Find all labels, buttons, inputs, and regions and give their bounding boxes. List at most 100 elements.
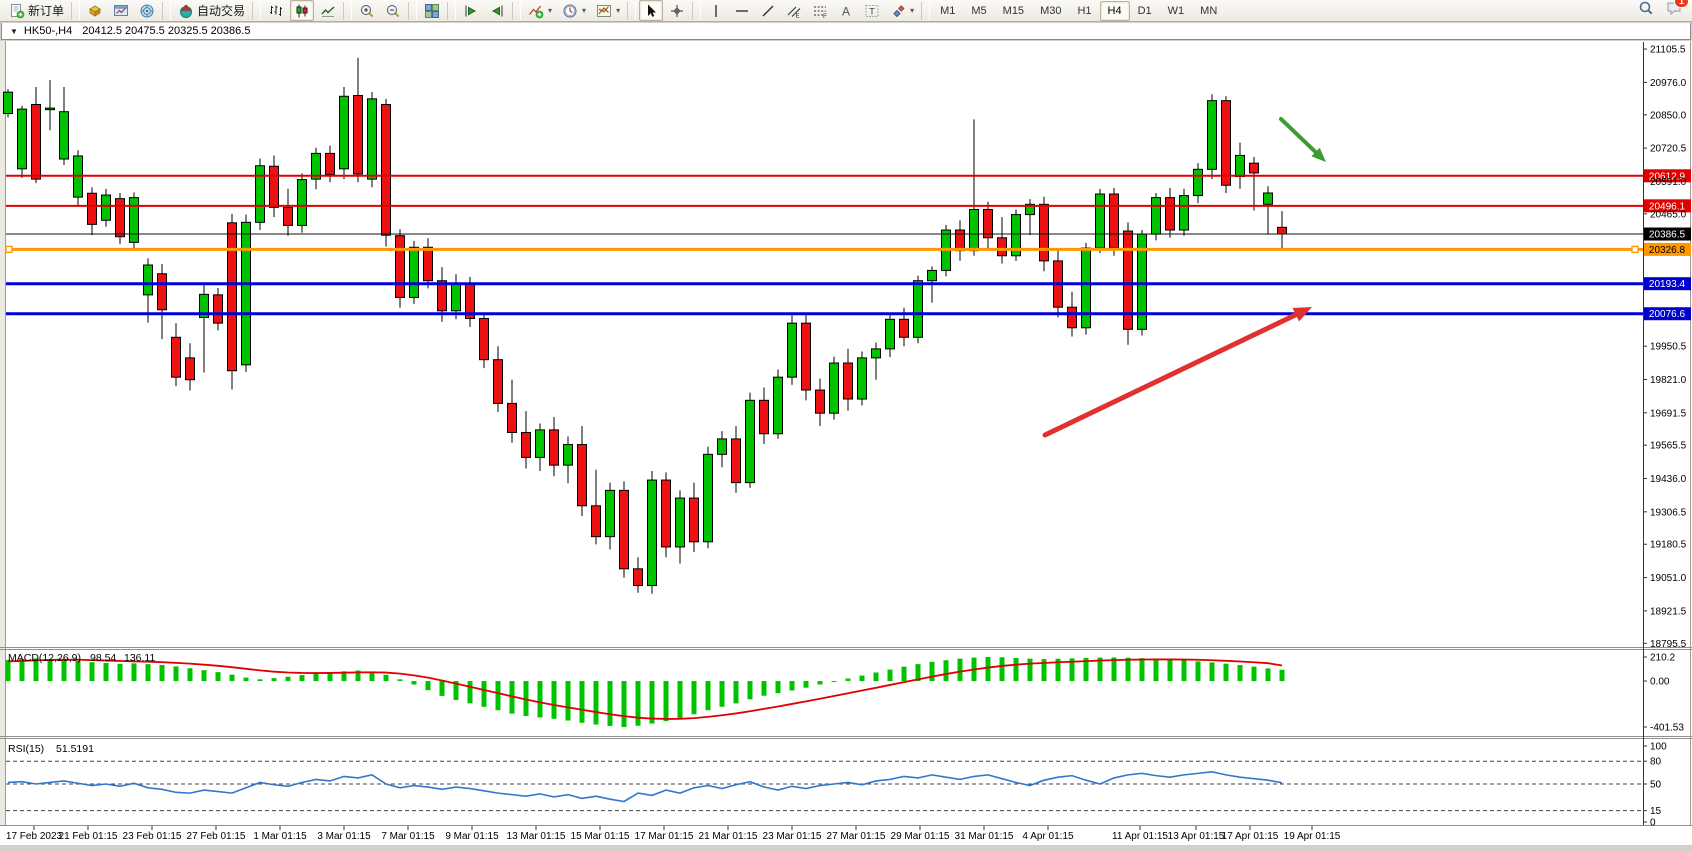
algo-trading-button[interactable]: 自动交易 — [174, 0, 249, 21]
bear-candle — [633, 568, 643, 587]
tile-windows-icon — [425, 3, 440, 18]
dropdown-caret-icon[interactable]: ▾ — [548, 6, 553, 15]
new-chart-icon — [114, 4, 129, 16]
new-order-button[interactable]: 新订单 — [5, 0, 68, 21]
cursor-button[interactable] — [639, 0, 664, 21]
line-handle[interactable] — [5, 245, 13, 254]
periods-button[interactable]: ▾ — [558, 0, 590, 21]
indicators-button[interactable]: ▾ — [524, 0, 556, 21]
macd-histogram-bar — [887, 669, 893, 682]
dropdown-caret-icon[interactable]: ▾ — [910, 6, 915, 15]
macd-histogram-bar — [957, 658, 963, 682]
fibonacci-button[interactable]: F — [808, 0, 832, 21]
bear-candle — [1277, 226, 1287, 235]
templates-icon — [597, 4, 612, 17]
indicators-icon — [529, 5, 544, 18]
timeframe-button-w1[interactable]: W1 — [1167, 4, 1185, 17]
templates-button[interactable]: ▾ — [592, 0, 624, 21]
time-tick-label: 15 Mar 01:15 — [571, 831, 630, 842]
chart-shift-button[interactable] — [485, 0, 509, 21]
dropdown-caret-icon[interactable]: ▾ — [582, 6, 587, 15]
macd-histogram-bar — [299, 675, 305, 682]
bull-candle — [605, 489, 615, 538]
macd-histogram-bar — [383, 674, 389, 682]
bull-candle — [675, 497, 685, 548]
styler-button[interactable] — [83, 0, 107, 21]
horizontal-line-button[interactable] — [730, 0, 754, 21]
chat-button[interactable]: 1 — [1666, 0, 1689, 21]
macd-histogram-bar — [1111, 657, 1117, 682]
timeframe-button-h1[interactable]: H1 — [1077, 4, 1092, 17]
timeframe-button-mn[interactable]: MN — [1200, 4, 1218, 17]
trendline-button[interactable] — [756, 0, 780, 21]
macd-indicator-pane[interactable]: MACD(12,26,9) 98.54 136.11 — [5, 652, 1285, 727]
price-badge — [1644, 199, 1691, 213]
candlestick-series[interactable] — [3, 57, 1287, 594]
toolbar-separator — [71, 1, 81, 20]
macd-histogram-bar — [257, 679, 263, 682]
macd-histogram-bar — [173, 666, 179, 682]
timeframe-button-m30[interactable]: M30 — [1040, 4, 1062, 17]
candlestick-chart-button[interactable] — [290, 0, 315, 21]
macd-histogram-bar — [285, 676, 291, 682]
crosshair-button[interactable] — [665, 0, 689, 21]
bear-candle — [31, 104, 41, 180]
equidistant-channel-button[interactable]: E — [782, 0, 806, 21]
timeframe-button-m1[interactable]: M1 — [940, 4, 956, 17]
rsi-axis-label: 0 — [1650, 818, 1656, 829]
price-tick-label: 21105.5 — [1650, 45, 1686, 56]
bull-candle — [3, 91, 13, 115]
bull-candle — [969, 208, 979, 252]
bar-chart-button[interactable] — [264, 0, 288, 21]
bear-candle — [381, 104, 391, 236]
dropdown-caret-icon[interactable]: ▾ — [616, 6, 621, 15]
market-watch-button[interactable] — [135, 0, 159, 21]
rsi-indicator-pane[interactable]: RSI(15) 51.5191 — [6, 743, 1643, 812]
toolbar-separator — [447, 1, 457, 20]
price-axis[interactable]: 21105.5 20976.0 20850.0 20720.5 20591.0 20465… — [1643, 42, 1687, 829]
price-badge-text: 20193.4 — [1649, 279, 1686, 290]
shapes-button[interactable]: ▾ — [886, 0, 918, 21]
bull-candle — [857, 357, 867, 400]
macd-histogram-bar — [75, 660, 81, 682]
search-button[interactable] — [1638, 0, 1654, 21]
bear-candle — [213, 294, 223, 324]
chart-area[interactable]: 20612.9 20496.1 20386.5 20326.8 20193.4 20076… — [0, 41, 1692, 851]
bear-candle — [997, 237, 1007, 257]
macd-signal-value: 136.11 — [124, 652, 155, 664]
zoom-in-button[interactable] — [355, 0, 379, 21]
zoom-out-button[interactable] — [381, 0, 405, 21]
collapse-chart-icon[interactable]: ▼ — [10, 26, 18, 36]
cursor-icon — [648, 4, 657, 17]
price-badge — [1644, 169, 1691, 183]
macd-histogram-bar — [397, 679, 403, 682]
timeframe-button-d1[interactable]: D1 — [1137, 4, 1152, 17]
timeframe-button-m5[interactable]: M5 — [971, 4, 987, 17]
vertical-line-button[interactable] — [704, 0, 728, 21]
macd-histogram-bar — [47, 658, 53, 682]
up-trend-arrow[interactable] — [1042, 307, 1312, 438]
svg-text:A: A — [842, 4, 850, 18]
price-tick-label: 19180.5 — [1650, 540, 1687, 551]
macd-histogram-bar — [1279, 669, 1285, 682]
new-chart-button[interactable] — [109, 0, 133, 21]
auto-scroll-button[interactable] — [459, 0, 483, 21]
bull-candle — [829, 362, 839, 414]
fibonacci-icon: F — [814, 6, 827, 19]
macd-histogram-bar — [1223, 663, 1229, 682]
crosshair-icon — [671, 4, 684, 17]
macd-histogram-bar — [215, 672, 221, 682]
timeframe-button-m15[interactable]: M15 — [1002, 4, 1025, 17]
macd-histogram-bar — [565, 681, 571, 721]
tile-windows-button[interactable] — [420, 0, 444, 21]
line-chart-button[interactable] — [316, 0, 340, 21]
line-handle[interactable] — [1631, 245, 1639, 254]
macd-histogram-bar — [985, 657, 991, 682]
text-label-button[interactable]: T — [860, 0, 884, 21]
text-button[interactable]: A — [834, 0, 858, 21]
timeframe-button-h4[interactable]: H4 — [1099, 0, 1130, 21]
down-trend-arrow[interactable] — [1279, 117, 1326, 162]
bull-candle — [45, 107, 55, 111]
bull-candle — [1081, 247, 1091, 329]
